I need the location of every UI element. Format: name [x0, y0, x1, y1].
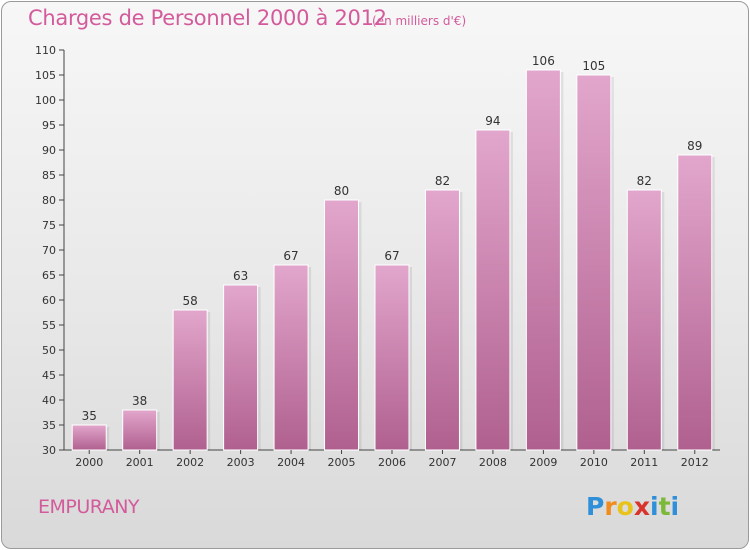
data-label: 89	[687, 139, 702, 153]
logo-letter: t	[658, 492, 671, 521]
bar	[525, 69, 561, 451]
data-label: 82	[435, 174, 450, 188]
chart-subtitle: (en milliers d'€)	[372, 14, 467, 28]
logo-letter: x	[633, 492, 650, 521]
x-tick-label: 2010	[580, 456, 608, 469]
y-tick-label: 105	[35, 69, 56, 82]
logo-letter: i	[670, 492, 680, 521]
y-tick-label: 100	[35, 94, 56, 107]
y-tick-label: 30	[42, 444, 56, 457]
y-tick-label: 45	[42, 369, 56, 382]
bar	[223, 284, 259, 451]
x-tick-label: 2009	[529, 456, 557, 469]
logo-letter: i	[650, 492, 659, 521]
x-tick-label: 2002	[176, 456, 204, 469]
bar	[172, 309, 208, 451]
x-tick-label: 2005	[328, 456, 356, 469]
y-tick-label: 65	[42, 269, 56, 282]
bar	[122, 409, 158, 451]
data-label: 67	[283, 249, 298, 263]
logo-letter: P	[586, 492, 605, 521]
bar	[273, 264, 309, 451]
bar	[324, 199, 360, 451]
bar	[475, 129, 511, 451]
bar	[677, 154, 713, 451]
data-label: 35	[82, 409, 97, 423]
y-tick-label: 95	[42, 119, 56, 132]
logo-letter: r	[604, 492, 617, 521]
x-tick-label: 2006	[378, 456, 406, 469]
bar	[71, 424, 107, 451]
data-label: 105	[582, 59, 605, 73]
data-label: 82	[637, 174, 652, 188]
data-label: 67	[384, 249, 399, 263]
proxiti-logo: Proxiti	[586, 492, 679, 521]
bar	[374, 264, 410, 451]
bar	[424, 189, 460, 451]
x-tick-label: 2001	[126, 456, 154, 469]
x-tick-label: 2007	[428, 456, 456, 469]
data-label: 63	[233, 269, 248, 283]
logo-letter: o	[616, 492, 634, 521]
y-tick-label: 40	[42, 394, 56, 407]
x-tick-label: 2008	[479, 456, 507, 469]
y-tick-label: 60	[42, 294, 56, 307]
chart-title: Charges de Personnel 2000 à 2012	[28, 6, 387, 30]
x-tick-label: 2004	[277, 456, 305, 469]
data-label: 106	[532, 54, 555, 68]
data-label: 94	[485, 114, 500, 128]
data-label: 38	[132, 394, 147, 408]
y-tick-label: 55	[42, 319, 56, 332]
x-tick-label: 2003	[227, 456, 255, 469]
x-tick-label: 2000	[75, 456, 103, 469]
y-tick-label: 90	[42, 144, 56, 157]
commune-name: EMPURANY	[38, 496, 140, 518]
x-tick-label: 2012	[681, 456, 709, 469]
y-tick-label: 50	[42, 344, 56, 357]
y-tick-label: 110	[35, 44, 56, 57]
y-tick-label: 85	[42, 169, 56, 182]
bar	[576, 74, 612, 451]
y-tick-label: 70	[42, 244, 56, 257]
data-label: 80	[334, 184, 349, 198]
data-label: 58	[183, 294, 198, 308]
bar	[626, 189, 662, 451]
x-tick-label: 2011	[630, 456, 658, 469]
y-tick-label: 80	[42, 194, 56, 207]
y-tick-label: 35	[42, 419, 56, 432]
y-tick-label: 75	[42, 219, 56, 232]
